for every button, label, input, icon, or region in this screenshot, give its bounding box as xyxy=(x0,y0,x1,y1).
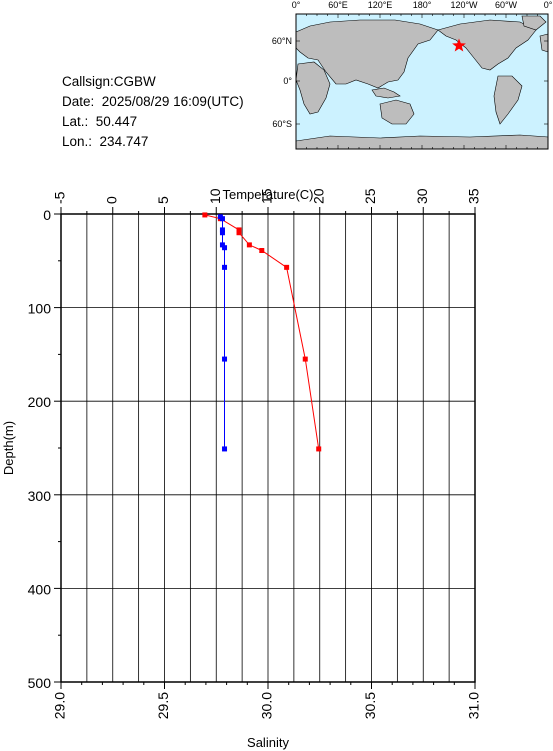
date-value: 2025/08/29 16:09(UTC) xyxy=(101,94,244,109)
temperature-data-point xyxy=(284,264,290,270)
lon-label: Lon.: xyxy=(62,134,93,149)
temperature-data-point xyxy=(246,242,252,248)
map-lon-label: 180° xyxy=(413,0,432,10)
depth-tick-label: 500 xyxy=(28,675,52,691)
plot-frame xyxy=(60,213,476,683)
temperature-data-point xyxy=(217,216,223,222)
map-ticks xyxy=(295,14,549,149)
temperature-data-point xyxy=(259,248,265,254)
salinity-data-point xyxy=(219,216,225,222)
depth-tick-label: 200 xyxy=(28,394,52,410)
map-lat-label: 60°S xyxy=(272,119,292,129)
temperature-data-point xyxy=(316,446,322,452)
world-map: 0° 60°E 120°E 180° 120°W 60°W 0° 60°N 0° 60°S xyxy=(272,0,553,150)
salinity-data-point xyxy=(219,242,225,248)
lat-row: Lat.: 50.447 xyxy=(62,112,244,132)
salinity-data-point xyxy=(222,446,228,452)
map-top-labels: 0° 60°E 120°E 180° 120°W 60°W 0° xyxy=(292,0,553,10)
map-africa xyxy=(295,61,331,115)
map-lon-label: 0° xyxy=(544,0,553,10)
map-greenland xyxy=(521,15,547,31)
depth-tick-label: 400 xyxy=(28,581,52,597)
map-indonesia xyxy=(371,87,401,99)
lon-value: 234.747 xyxy=(99,134,149,149)
salinity-profile-line xyxy=(220,216,225,449)
map-eurasia xyxy=(295,19,439,89)
temperature-profile-line xyxy=(204,214,320,449)
map-lat-label: 0° xyxy=(283,76,292,86)
map-australia xyxy=(379,99,415,125)
station-info: Callsign:CGBW Date: 2025/08/29 16:09(UTC… xyxy=(62,72,244,152)
salinity-tick-label: 30.5 xyxy=(362,692,378,719)
temperature-data-point xyxy=(236,230,242,236)
temperature-data-point xyxy=(236,227,242,233)
map-lon-label: 120°W xyxy=(450,0,478,10)
depth-tick-label: 300 xyxy=(28,488,52,504)
date-row: Date: 2025/08/29 16:09(UTC) xyxy=(62,92,244,112)
salinity-tick-label: 31.0 xyxy=(466,692,482,719)
salinity-data-point xyxy=(222,356,228,362)
map-land xyxy=(295,15,549,150)
salinity-tick-labels: 29.0 29.5 30.0 30.5 31.0 xyxy=(52,692,482,719)
callsign-label: Callsign: xyxy=(62,74,114,89)
temperature-data-point xyxy=(302,356,308,362)
salinity-tick-label: 29.0 xyxy=(52,692,68,719)
salinity-data-point xyxy=(222,264,228,270)
date-label: Date: xyxy=(62,94,95,109)
salinity-data-point xyxy=(222,245,228,251)
salinity-tick-label: 30.0 xyxy=(259,692,275,719)
temperature-data-point xyxy=(202,212,208,218)
map-lon-label: 120°E xyxy=(368,0,393,10)
depth-tick-label: 100 xyxy=(28,301,52,317)
station-marker-star-icon xyxy=(452,38,466,52)
lat-value: 50.447 xyxy=(95,114,138,129)
map-left-labels: 60°N 0° 60°S xyxy=(272,36,293,129)
series-layer xyxy=(202,212,322,452)
map-lon-label: 60°E xyxy=(328,0,348,10)
depth-tick-label: 0 xyxy=(43,207,51,223)
map-lon-label: 0° xyxy=(292,0,301,10)
map-lat-label: 60°N xyxy=(272,36,292,46)
lon-row: Lon.: 234.747 xyxy=(62,132,244,152)
salinity-axis-title: Salinity xyxy=(247,735,289,750)
map-south-america xyxy=(493,75,523,125)
salinity-tick-label: 29.5 xyxy=(155,692,171,719)
salinity-data-point xyxy=(217,214,223,220)
salinity-data-point xyxy=(219,227,225,233)
chart-grid xyxy=(60,213,476,683)
callsign-value: CGBW xyxy=(113,74,156,89)
minor-ticks xyxy=(54,207,476,689)
depth-tick-labels: 0 100 200 300 400 500 xyxy=(28,207,52,691)
map-lon-label: 60°W xyxy=(495,0,518,10)
salinity-data-point xyxy=(219,230,225,236)
lat-label: Lat.: xyxy=(62,114,89,129)
depth-axis-title: Depth(m) xyxy=(1,421,16,475)
callsign-row: Callsign:CGBW xyxy=(62,72,244,92)
